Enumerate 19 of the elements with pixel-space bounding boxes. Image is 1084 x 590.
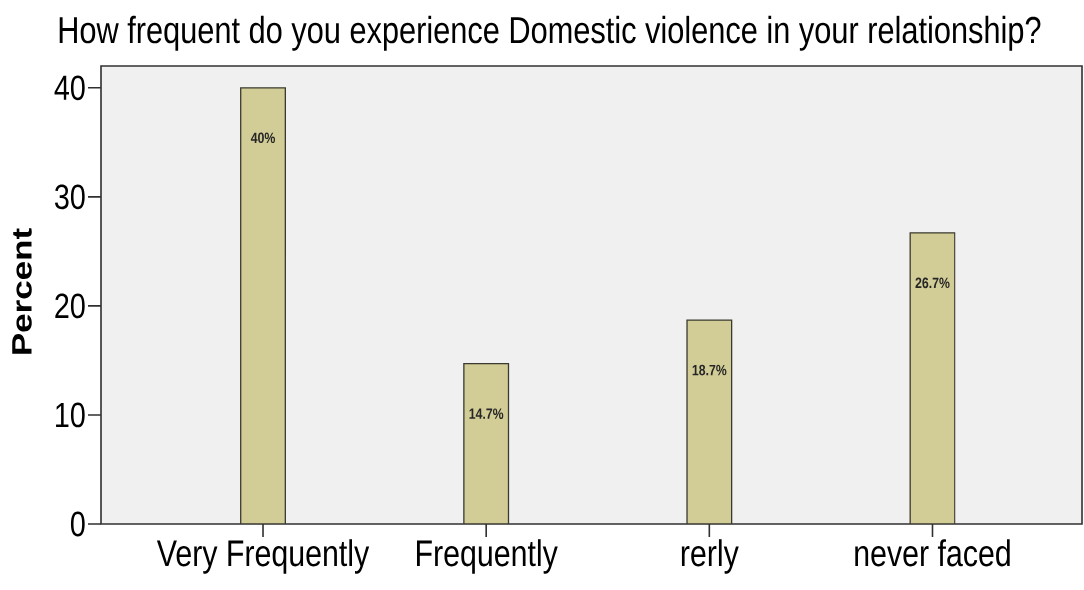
data-label: 18.7% <box>692 364 727 376</box>
chart-title: How frequent do you experience Domestic violence in your relationship? <box>59 15 1041 51</box>
bar <box>240 87 286 524</box>
x-tick-label: Very Frequently <box>156 539 370 574</box>
data-label: 14.7% <box>469 408 504 419</box>
x-tick-label: rerly <box>681 539 739 574</box>
y-tick-label: 40 <box>54 75 85 101</box>
y-tick-label: 20 <box>55 293 85 319</box>
y-tick-label: 0 <box>70 511 85 537</box>
y-tick-label: 10 <box>56 402 85 428</box>
y-axis-title: Percent <box>12 228 32 354</box>
y-tick-label: 30 <box>54 184 85 210</box>
bar <box>463 363 510 524</box>
x-tick-label: never faced <box>855 539 1010 567</box>
bar <box>909 232 956 524</box>
data-label: 40% <box>250 132 275 144</box>
bar <box>686 319 733 524</box>
x-tick-label: Frequently <box>417 539 558 574</box>
data-label: 26.7% <box>915 277 950 289</box>
